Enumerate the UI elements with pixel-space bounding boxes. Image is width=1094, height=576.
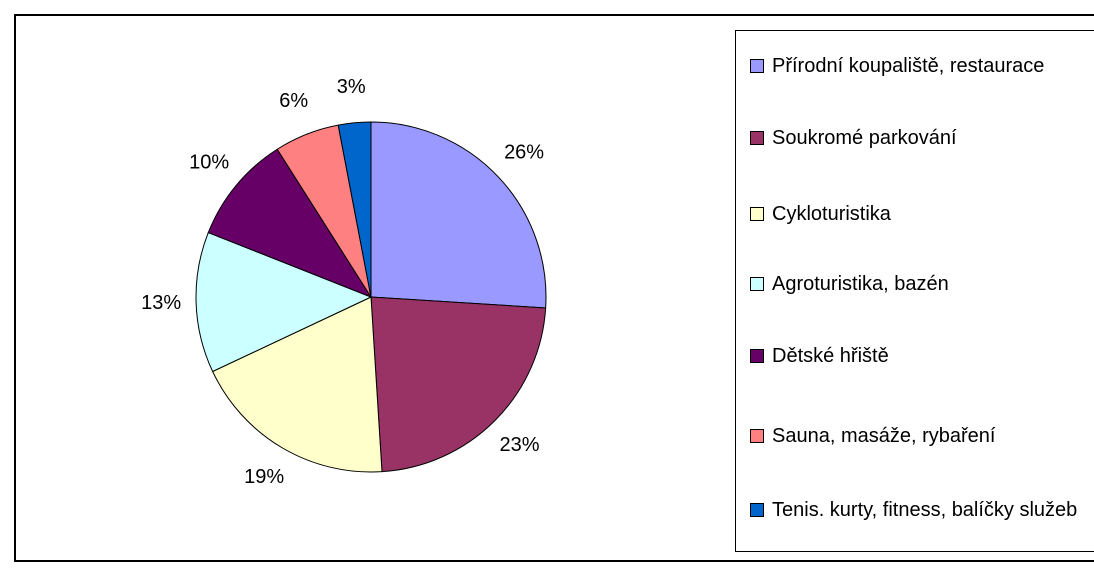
- data-label: 10%: [189, 151, 229, 173]
- data-label: 19%: [244, 466, 284, 488]
- data-label: 13%: [141, 292, 181, 314]
- data-label: 26%: [504, 142, 544, 164]
- legend-entry: Přírodní koupaliště, restaurace: [750, 51, 1094, 81]
- legend-swatch: [750, 207, 764, 221]
- legend-entry: Tenis. kurty, fitness, balíčky služeb: [750, 495, 1094, 525]
- chart-border: [14, 14, 1094, 562]
- legend-swatch: [750, 429, 764, 443]
- pie-slice: [370, 296, 547, 473]
- legend: Přírodní koupaliště, restaurace Soukromé …: [735, 30, 1094, 552]
- legend-swatch: [750, 277, 764, 291]
- legend-label: Soukromé parkování: [772, 127, 957, 149]
- legend-label: Cykloturistika: [772, 203, 891, 225]
- legend-swatch: [750, 131, 764, 145]
- pie-slice: [195, 231, 373, 373]
- legend-entry: Cykloturistika: [750, 199, 1094, 229]
- legend-entry: Sauna, masáže, rybaření: [750, 421, 1094, 451]
- legend-label: Sauna, masáže, rybaření: [772, 425, 996, 447]
- legend-entry: Dětské hřiště: [750, 341, 1094, 371]
- data-label: 23%: [499, 434, 539, 456]
- pie-slice: [337, 121, 372, 298]
- data-label: 6%: [279, 90, 308, 112]
- legend-label: Dětské hřiště: [772, 345, 889, 367]
- legend-label: Tenis. kurty, fitness, balíčky služeb: [772, 499, 1078, 521]
- legend-label: Přírodní koupaliště, restaurace: [772, 55, 1045, 77]
- legend-entry: Agroturistika, bazén: [750, 269, 1094, 299]
- data-label: 3%: [337, 76, 366, 98]
- legend-label: Agroturistika, bazén: [772, 273, 949, 295]
- pie-slice: [370, 121, 547, 309]
- pie-slice: [211, 296, 383, 473]
- legend-swatch: [750, 59, 764, 73]
- legend-swatch: [750, 503, 764, 517]
- pie-slice: [207, 148, 373, 299]
- legend-entry: Soukromé parkování: [750, 123, 1094, 153]
- legend-swatch: [750, 349, 764, 363]
